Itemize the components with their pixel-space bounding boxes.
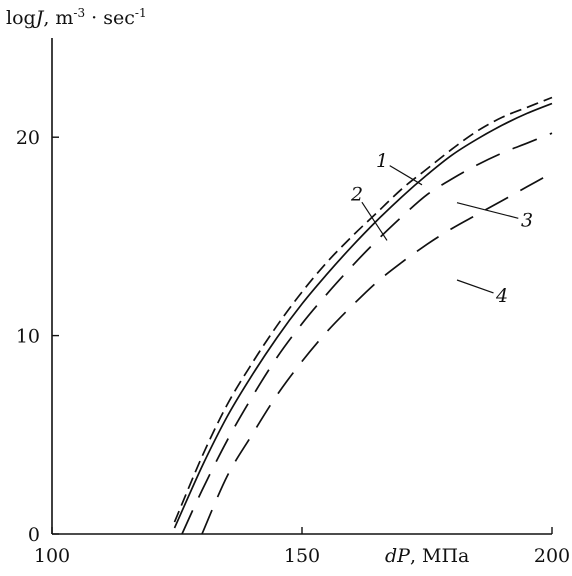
- x-axis-title: dP, МПа: [385, 545, 469, 567]
- leader-line-4: [456, 279, 494, 294]
- x-tick-label: 100: [34, 545, 70, 567]
- curve-label-3: 3: [521, 209, 533, 231]
- leader-line-3: [456, 202, 519, 219]
- y-tick-label: 20: [16, 127, 40, 149]
- curve-label-1: 1: [376, 150, 388, 172]
- curve-label-2: 2: [350, 184, 363, 206]
- curve-series-4: [201, 172, 553, 535]
- x-tick-label: 150: [284, 545, 320, 567]
- curve-label-4: 4: [495, 285, 508, 307]
- curve-series-2: [173, 96, 553, 523]
- x-tick-label: 200: [534, 545, 570, 567]
- annotations-group: 12 3 4: [350, 150, 533, 307]
- curve-series-1: [173, 102, 553, 529]
- x-ticks: 100 150 200: [34, 527, 570, 567]
- curve-series-3: [181, 132, 553, 535]
- leader-line-2: [361, 201, 388, 241]
- y-tick-label: 10: [16, 326, 40, 348]
- y-tick-label: 0: [28, 524, 40, 546]
- curves-group: [173, 96, 553, 535]
- leader-line-1: [389, 165, 423, 186]
- y-axis-title: logJ, m-3 · sec-1: [6, 6, 147, 29]
- y-ticks: 0 10 20: [16, 127, 59, 546]
